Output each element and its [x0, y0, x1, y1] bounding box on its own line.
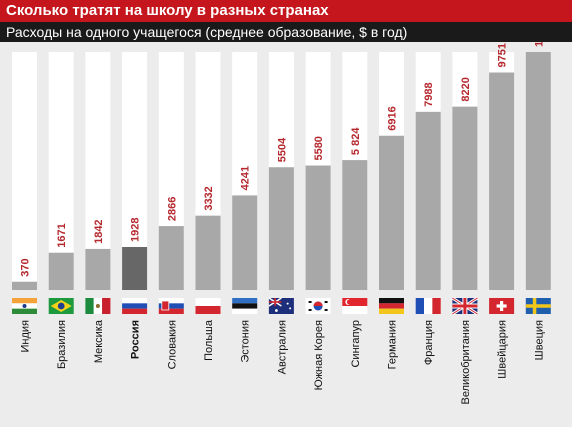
- russia-flag: [122, 298, 148, 314]
- bar: [12, 281, 37, 290]
- bar-value-label: 10670: [533, 42, 545, 47]
- bar-value-label: 9751: [497, 43, 509, 67]
- bar: [342, 160, 368, 290]
- bar-value-label: 1842: [93, 219, 105, 243]
- bar-value-label: 1671: [56, 223, 68, 247]
- category-label: Швейцария: [497, 320, 509, 379]
- bar-track: [12, 52, 37, 290]
- category-label: Швеция: [533, 320, 545, 360]
- chart-title: Сколько тратят на школу в разных странах: [0, 0, 572, 22]
- bar: [379, 135, 404, 290]
- germany-flag: [379, 298, 404, 314]
- category-label: Бразилия: [56, 320, 68, 369]
- category-label: Мексика: [93, 319, 105, 363]
- category-label: Южная Корея: [313, 320, 325, 390]
- bar: [305, 165, 331, 290]
- bar: [268, 167, 294, 290]
- category-label: Сингапур: [350, 320, 362, 368]
- bar: [195, 215, 221, 290]
- france-flag: [415, 298, 441, 314]
- bar-value-label: 4241: [240, 166, 252, 190]
- bar-value-label: 6916: [387, 106, 399, 130]
- category-label: Франция: [423, 320, 435, 365]
- category-label: Польша: [203, 319, 215, 361]
- category-label: Россия: [130, 320, 142, 359]
- bar-chart: 370 Индия 1671 Бразилия 1842 Мексика 1928 Росси…: [0, 42, 572, 427]
- bar-value-label: 8220: [460, 77, 472, 101]
- sweden-flag: [525, 298, 551, 314]
- category-label: Словакия: [166, 320, 178, 369]
- poland-flag: [195, 298, 221, 314]
- bar: [489, 72, 515, 290]
- estonia-flag: [232, 298, 258, 314]
- bar-value-label: 7988: [423, 82, 435, 106]
- slovakia-flag: [158, 298, 184, 314]
- bar: [452, 106, 478, 290]
- bar-value-label: 1928: [130, 218, 142, 242]
- uk-flag: [451, 296, 479, 316]
- brazil-flag: [48, 298, 74, 314]
- category-label: Эстония: [240, 320, 252, 363]
- category-label: Индия: [20, 320, 32, 353]
- bar-value-label: 5 824: [350, 127, 362, 155]
- category-label: Германия: [387, 320, 399, 369]
- bar: [158, 226, 184, 290]
- bar: [122, 246, 148, 290]
- bar: [85, 248, 111, 290]
- bar: [232, 195, 258, 290]
- bar: [525, 52, 551, 290]
- bar-value-label: 370: [20, 258, 32, 276]
- bar-value-label: 5580: [313, 136, 325, 160]
- category-label: Австралия: [276, 320, 288, 374]
- bar-value-label: 3332: [203, 186, 215, 210]
- bar: [415, 111, 441, 291]
- chart-subtitle: Расходы на одного учащегося (среднее обр…: [0, 22, 572, 42]
- bar-track: [48, 52, 74, 290]
- bar: [48, 252, 74, 290]
- south-korea-flag: [305, 298, 331, 314]
- switzerland-flag: [489, 298, 515, 314]
- bar-value-label: 5504: [276, 137, 288, 162]
- singapore-flag: [342, 298, 368, 314]
- mexico-flag: [85, 298, 111, 314]
- bar-value-label: 2866: [166, 197, 178, 221]
- category-label: Великобритания: [460, 320, 472, 405]
- australia-flag: [268, 297, 294, 314]
- india-flag: [12, 298, 37, 314]
